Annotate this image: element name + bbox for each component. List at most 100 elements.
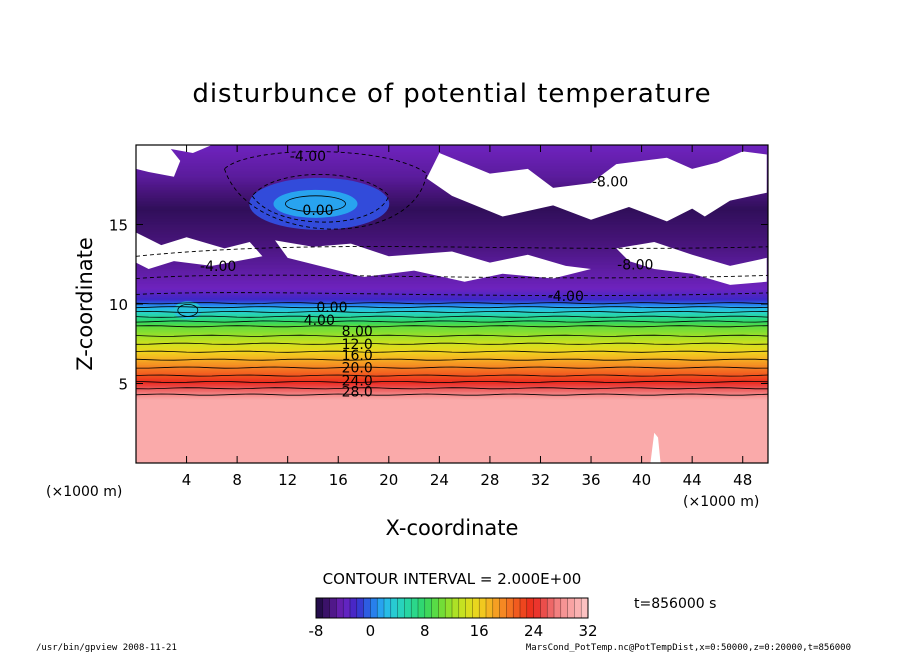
band <box>136 391 768 394</box>
band <box>136 289 768 292</box>
band <box>136 224 768 227</box>
contour-interval: CONTOUR INTERVAL = 2.000E+00 <box>323 570 582 588</box>
band <box>136 443 768 447</box>
footer-right: MarsCond_PotTemp.nc@PotTempDist,x=0:5000… <box>526 643 851 653</box>
band <box>136 337 768 340</box>
band <box>136 369 768 372</box>
contour-line-negative <box>136 274 768 280</box>
band <box>136 240 768 243</box>
x-unit-right: (×1000 m) <box>683 494 759 510</box>
missing-region <box>616 241 767 285</box>
band <box>136 402 768 405</box>
band <box>136 280 768 283</box>
band <box>136 248 768 251</box>
contour-label: 0.00 <box>302 203 333 219</box>
band <box>136 148 768 151</box>
band <box>136 420 768 423</box>
contour-lines <box>136 151 768 396</box>
x-tick-label: 40 <box>632 471 651 489</box>
band <box>136 332 768 335</box>
band <box>136 381 768 385</box>
x-tick-label: 44 <box>683 471 702 489</box>
contour-line-negative <box>224 151 428 230</box>
colorbar-tick-label: 8 <box>420 622 430 640</box>
band <box>136 222 768 226</box>
colorbar-cell <box>438 598 446 618</box>
colorbar-cell <box>343 598 351 618</box>
band <box>136 284 768 288</box>
y-axis-label: Z-coordinate <box>73 237 97 371</box>
band <box>136 237 768 240</box>
band <box>136 461 768 463</box>
colorbar-cell <box>547 598 555 618</box>
contour-label: 0.00 <box>316 300 347 316</box>
colorbar-cell <box>424 598 432 618</box>
colorbar-frame <box>315 597 589 619</box>
time-label: t=856000 s <box>634 596 716 612</box>
x-tick-label: 8 <box>232 471 242 489</box>
band <box>136 378 768 381</box>
band <box>136 423 768 426</box>
footer-left: /usr/bin/gpview 2008-11-21 <box>36 643 177 653</box>
colorbar-cell <box>574 598 582 618</box>
band <box>136 421 768 424</box>
band <box>136 385 768 388</box>
band <box>136 205 768 208</box>
band <box>136 243 768 246</box>
band <box>136 375 768 378</box>
band <box>136 283 768 286</box>
x-tick-label: 20 <box>379 471 398 489</box>
band <box>136 241 768 245</box>
colorbar-cell <box>431 598 439 618</box>
band <box>136 434 768 437</box>
band <box>136 359 768 362</box>
band <box>136 410 768 413</box>
colorbar-cell <box>526 598 534 618</box>
band <box>136 310 768 313</box>
chart-title: disturbunce of potential temperature <box>192 79 711 109</box>
band <box>136 448 768 451</box>
colorbar-cell <box>554 598 562 618</box>
colorbar-tick-label: 16 <box>470 622 489 640</box>
missing-region <box>426 151 767 222</box>
band <box>136 294 768 297</box>
contour-label: 20.0 <box>342 361 373 377</box>
colorbar: -8 0 8 16 24 32 <box>309 597 598 640</box>
contour-label: -4.00 <box>200 259 236 275</box>
band <box>136 373 768 377</box>
band <box>136 154 768 157</box>
colorbar-cell <box>322 598 330 618</box>
contour-label: -4.00 <box>548 289 584 305</box>
x-unit-left: (×1000 m) <box>46 484 122 500</box>
band <box>136 238 768 241</box>
colorbar-cell <box>513 598 521 618</box>
band <box>136 211 768 214</box>
band <box>136 291 768 294</box>
band <box>136 400 768 404</box>
band <box>136 408 768 412</box>
band <box>136 429 768 432</box>
band <box>136 300 768 304</box>
band <box>136 372 768 375</box>
colorbar-cell <box>350 598 358 618</box>
band <box>136 380 768 383</box>
contour-line <box>136 366 768 369</box>
band <box>136 227 768 230</box>
band <box>136 442 768 445</box>
band <box>136 203 768 207</box>
band <box>136 327 768 331</box>
colorbar-cell <box>377 598 385 618</box>
band <box>136 214 768 218</box>
band <box>136 364 768 367</box>
colorbar-cell <box>356 598 364 618</box>
band <box>136 297 768 300</box>
band <box>136 152 768 156</box>
band <box>136 296 768 299</box>
y-tick-label: 10 <box>109 296 128 314</box>
band <box>136 149 768 152</box>
band <box>136 424 768 428</box>
band <box>136 418 768 421</box>
band <box>136 394 768 397</box>
band <box>136 292 768 296</box>
band <box>136 230 768 234</box>
